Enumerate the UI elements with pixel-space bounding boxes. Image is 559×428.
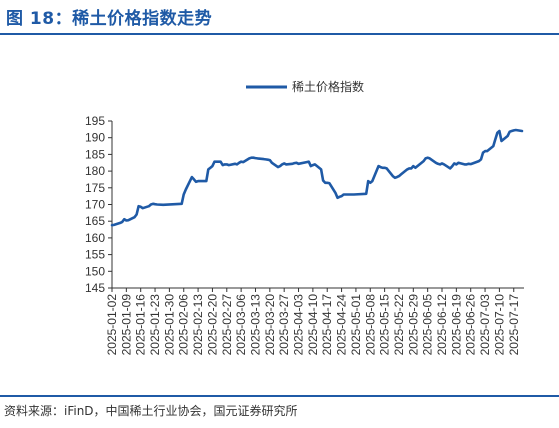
x-tick-label: 2025-04-17 xyxy=(320,294,334,356)
x-tick-label: 2025-05-01 xyxy=(349,294,363,356)
x-tick-label: 2025-04-24 xyxy=(335,294,349,356)
x-tick-label: 2025-06-26 xyxy=(464,294,478,356)
x-tick-label: 2025-07-17 xyxy=(507,294,521,356)
x-tick-label: 2025-03-06 xyxy=(234,294,248,356)
y-tick-label: 170 xyxy=(85,198,105,212)
x-tick-label: 2025-05-08 xyxy=(363,294,377,356)
x-tick-label: 2025-05-15 xyxy=(378,294,392,356)
x-tick-label: 2025-02-27 xyxy=(220,294,234,356)
x-tick-label: 2025-04-10 xyxy=(306,294,320,356)
y-tick-label: 160 xyxy=(85,231,105,245)
x-tick-label: 2025-02-13 xyxy=(191,294,205,356)
y-axis: 145 150 155 160 165 170 175 180 185 190 195 xyxy=(85,114,113,295)
y-tick-label: 175 xyxy=(85,181,105,195)
legend: 稀土价格指数 xyxy=(246,79,364,94)
y-tick-label: 165 xyxy=(85,214,105,228)
x-tick-label: 2025-07-03 xyxy=(478,294,492,356)
title-rule xyxy=(0,33,559,35)
y-tick-label: 195 xyxy=(85,114,105,128)
x-tick-label: 2025-02-20 xyxy=(205,294,219,356)
y-tick-label: 185 xyxy=(85,147,105,161)
x-tick-label: 2025-06-19 xyxy=(449,294,463,356)
x-tick-label: 2025-01-09 xyxy=(119,294,133,356)
x-tick-label: 2025-05-29 xyxy=(406,294,420,356)
y-tick-label: 145 xyxy=(85,281,105,295)
x-tick-label: 2025-01-30 xyxy=(162,294,176,356)
x-tick-label: 2025-03-27 xyxy=(277,294,291,356)
x-tick-label: 2025-04-03 xyxy=(292,294,306,356)
chart-area: 稀土价格指数 145 150 155 160 165 170 175 180 185 190 195… xyxy=(85,79,524,356)
x-axis: 2025-01-02 2025-01-09 2025-01-16 2025-01-23… xyxy=(105,287,524,356)
figure-title: 图 18：稀土价格指数走势 xyxy=(6,9,213,29)
y-tick-label: 180 xyxy=(85,164,105,178)
x-tick-label: 2025-02-06 xyxy=(177,294,191,356)
x-tick-label: 2025-01-16 xyxy=(134,294,148,356)
x-tick-label: 2025-07-10 xyxy=(492,294,506,356)
x-tick-label: 2025-06-05 xyxy=(421,294,435,356)
source-note: 资料来源：iFinD，中国稀土行业协会，国元证券研究所 xyxy=(4,404,298,418)
x-tick-label: 2025-05-22 xyxy=(392,294,406,356)
y-tick-label: 150 xyxy=(85,264,105,278)
source-rule xyxy=(0,395,559,397)
x-tick-label: 2025-03-13 xyxy=(248,294,262,356)
x-tick-label: 2025-01-02 xyxy=(105,294,119,356)
legend-label: 稀土价格指数 xyxy=(292,79,364,94)
x-tick-label: 2025-01-23 xyxy=(148,294,162,356)
x-tick-label: 2025-03-20 xyxy=(263,294,277,356)
x-tick-label: 2025-06-12 xyxy=(435,294,449,356)
series-line-0 xyxy=(110,128,524,227)
y-tick-label: 155 xyxy=(85,248,105,262)
y-tick-label: 190 xyxy=(85,131,105,145)
plot-area xyxy=(110,128,524,227)
